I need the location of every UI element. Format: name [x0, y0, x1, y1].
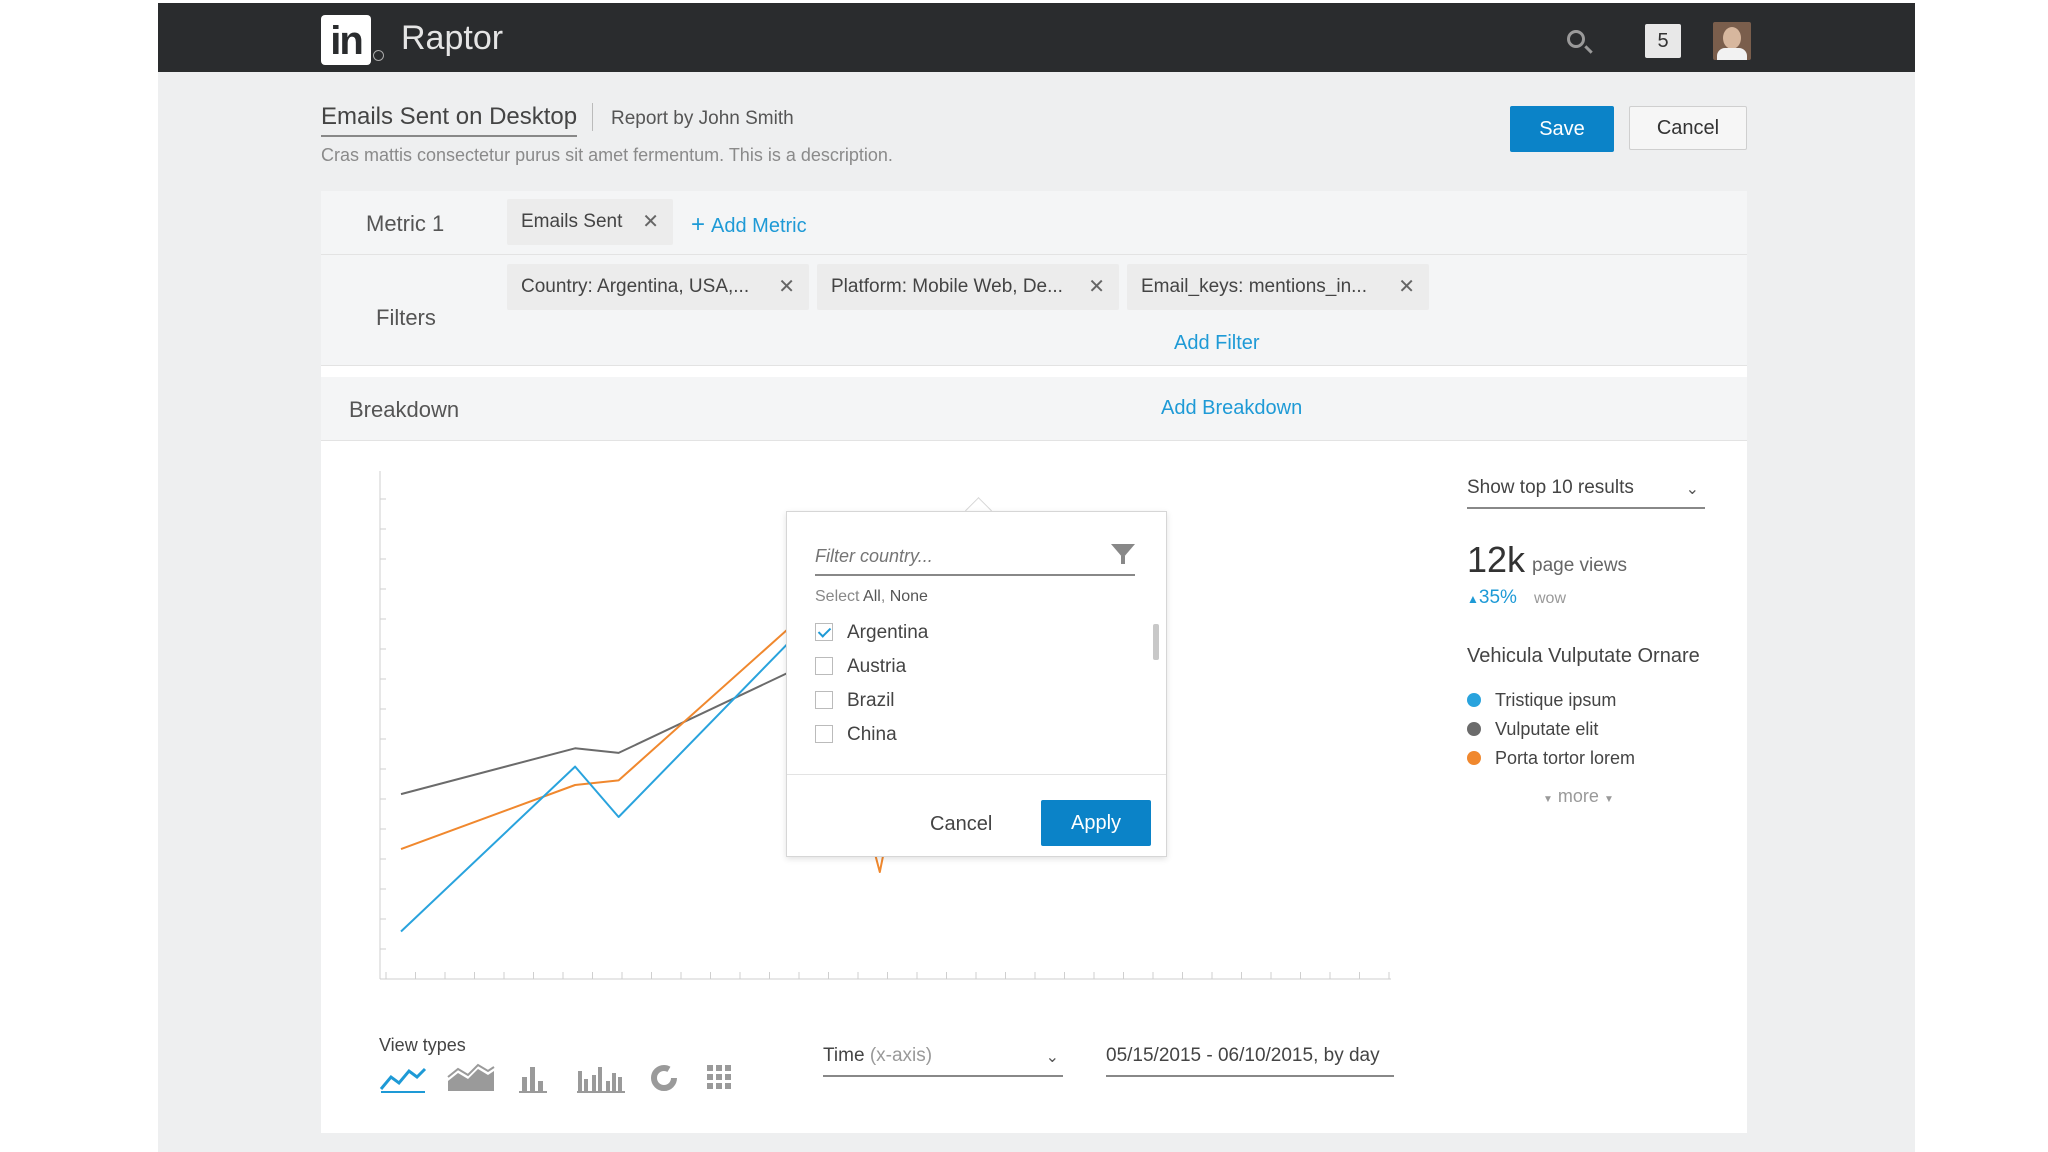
country-filter-dropdown: Select All, None Argentina Austria Brazi… — [786, 511, 1167, 857]
country-search-input[interactable] — [815, 538, 1135, 576]
metric-label: Metric 1 — [366, 211, 445, 236]
chevron-down-icon: ⌄ — [1045, 1049, 1059, 1066]
kpi-period: wow — [1534, 590, 1567, 607]
cancel-button[interactable]: Cancel — [1629, 106, 1747, 150]
legend-item[interactable]: Tristique ipsum — [1467, 690, 1616, 711]
kpi-change: ▲35% — [1467, 587, 1517, 609]
country-option[interactable]: Austria — [815, 656, 906, 678]
remove-metric-icon[interactable]: ✕ — [642, 211, 659, 233]
grid-icon[interactable] — [706, 1063, 732, 1091]
filter-chip-email-keys[interactable]: Email_keys: mentions_in... ✕ — [1127, 264, 1429, 310]
report-description: Cras mattis consectetur purus sit amet f… — [321, 145, 893, 165]
select-all-none: Select All, None — [815, 588, 928, 605]
dropdown-cancel-button[interactable]: Cancel — [924, 802, 998, 846]
app-window: in Raptor 5 Emails Sent on Desktop Repor… — [158, 3, 1915, 1152]
plus-icon: + — [691, 211, 706, 238]
donut-chart-icon[interactable] — [649, 1063, 679, 1093]
x-axis-label: Time — [823, 1045, 865, 1066]
registered-mark-icon — [373, 50, 384, 61]
top-results-label: Show top 10 results — [1467, 477, 1634, 498]
add-metric-label: Add Metric — [711, 215, 807, 237]
legend-dot-icon — [1467, 722, 1481, 736]
user-avatar[interactable] — [1713, 22, 1751, 60]
country-option-label: Brazil — [847, 690, 895, 711]
country-option-label: Argentina — [847, 622, 929, 643]
dropdown-apply-button[interactable]: Apply — [1041, 800, 1151, 846]
more-legend-toggle[interactable]: ▼ more ▼ — [1543, 786, 1614, 807]
caret-down-icon: ▼ — [1603, 794, 1614, 805]
more-label: more — [1557, 786, 1599, 806]
legend-label: Porta tortor lorem — [1495, 748, 1636, 768]
country-option[interactable]: Brazil — [815, 690, 895, 712]
legend-item[interactable]: Vulputate elit — [1467, 719, 1598, 740]
select-prefix: Select — [815, 588, 860, 605]
checkbox[interactable] — [815, 725, 833, 743]
remove-filter-icon[interactable]: ✕ — [1398, 276, 1415, 298]
x-axis-select[interactable]: Time (x-axis) ⌄ — [823, 1045, 1063, 1077]
avatar-face — [1723, 27, 1741, 49]
add-breakdown-button[interactable]: Add Breakdown — [1161, 397, 1303, 419]
checkbox[interactable] — [815, 691, 833, 709]
avatar-shirt — [1717, 48, 1747, 60]
breakdown-row — [321, 377, 1747, 441]
country-option[interactable]: Argentina — [815, 622, 928, 644]
remove-filter-icon[interactable]: ✕ — [1088, 276, 1105, 298]
legend-dot-icon — [1467, 693, 1481, 707]
dropdown-scrollbar[interactable] — [1153, 624, 1159, 660]
search-icon[interactable] — [1567, 30, 1585, 48]
grouped-bar-chart-icon[interactable] — [577, 1063, 625, 1093]
save-button[interactable]: Save — [1510, 106, 1614, 152]
filter-chip-country[interactable]: Country: Argentina, USA,... ✕ — [507, 264, 809, 310]
legend-title: Vehicula Vulputate Ornare — [1467, 645, 1700, 667]
report-author: Report by John Smith — [611, 108, 794, 129]
metric-chip[interactable]: Emails Sent ✕ — [507, 199, 673, 245]
country-option-label: Austria — [847, 656, 907, 677]
remove-filter-icon[interactable]: ✕ — [778, 276, 795, 298]
legend-dot-icon — [1467, 751, 1481, 765]
select-all-link[interactable]: All — [863, 588, 881, 605]
filter-chip-platform[interactable]: Platform: Mobile Web, De... ✕ — [817, 264, 1119, 310]
checkbox-checked[interactable] — [815, 623, 833, 641]
title-separator — [592, 103, 593, 131]
filter-chip-label: Country: Argentina, USA,... — [521, 276, 750, 297]
view-types-label: View types — [379, 1035, 466, 1055]
area-chart-icon[interactable] — [446, 1063, 496, 1093]
notification-badge[interactable]: 5 — [1645, 24, 1681, 58]
up-arrow-icon: ▲ — [1467, 592, 1479, 606]
app-name[interactable]: Raptor — [401, 19, 504, 57]
country-option-label: China — [847, 724, 897, 745]
legend-label: Tristique ipsum — [1495, 690, 1617, 710]
line-chart-icon[interactable] — [379, 1063, 427, 1093]
top-navigation-bar: in Raptor 5 — [158, 3, 1915, 72]
filter-chip-label: Platform: Mobile Web, De... — [831, 276, 1063, 297]
x-axis-hint: (x-axis) — [869, 1045, 933, 1066]
country-option[interactable]: China — [815, 724, 897, 746]
kpi-change-value: 35% — [1478, 587, 1517, 608]
kpi-unit: page views — [1532, 555, 1628, 576]
select-none-link[interactable]: None — [889, 588, 928, 605]
breakdown-label: Breakdown — [349, 397, 460, 422]
dropdown-divider — [787, 774, 1166, 775]
filter-funnel-icon[interactable] — [1111, 544, 1135, 564]
report-builder-panel: Metric 1 Emails Sent ✕ + Add Metric Filte… — [321, 191, 1747, 1133]
checkbox[interactable] — [815, 657, 833, 675]
bar-chart-icon[interactable] — [519, 1063, 547, 1093]
legend-label: Vulputate elit — [1495, 719, 1599, 739]
filters-label: Filters — [376, 305, 436, 330]
metric-chip-label: Emails Sent — [521, 211, 623, 232]
report-title[interactable]: Emails Sent on Desktop — [321, 103, 578, 137]
filter-chip-label: Email_keys: mentions_in... — [1141, 276, 1367, 297]
date-range-picker[interactable]: 05/15/2015 - 06/10/2015, by day — [1106, 1045, 1394, 1077]
legend-item[interactable]: Porta tortor lorem — [1467, 748, 1635, 769]
top-results-select[interactable]: Show top 10 results ⌄ — [1467, 477, 1705, 509]
kpi-value: 12k — [1467, 539, 1526, 580]
add-filter-button[interactable]: Add Filter — [1174, 332, 1260, 354]
add-metric-button[interactable]: + Add Metric — [691, 211, 807, 239]
linkedin-logo[interactable]: in — [321, 15, 371, 65]
chevron-down-icon: ⌄ — [1685, 481, 1699, 498]
caret-down-icon: ▼ — [1543, 794, 1553, 805]
